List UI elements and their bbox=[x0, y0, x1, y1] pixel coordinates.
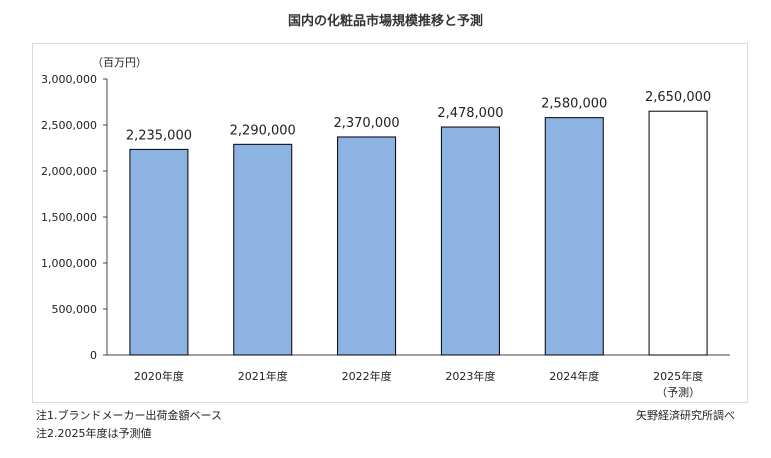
bar bbox=[440, 126, 500, 356]
bar-forecast bbox=[648, 110, 708, 356]
data-label: 2,290,000 bbox=[230, 123, 296, 138]
y-tick-label: 500,000 bbox=[52, 303, 98, 316]
y-tick-label: 1,000,000 bbox=[41, 257, 97, 270]
y-tick-label: 2,500,000 bbox=[41, 119, 97, 132]
footnote-1: 注1.ブランドメーカー出荷金額ベース bbox=[36, 409, 222, 422]
bar bbox=[129, 148, 189, 356]
data-label: 2,370,000 bbox=[333, 116, 399, 131]
data-label: 2,650,000 bbox=[645, 90, 711, 105]
x-tick-label: 2023年度 bbox=[445, 369, 495, 383]
x-tick-label: 2020年度 bbox=[134, 369, 184, 383]
y-tick-label: 0 bbox=[90, 349, 97, 362]
bar bbox=[233, 143, 293, 356]
x-tick-label: 2021年度 bbox=[238, 369, 288, 383]
bar bbox=[337, 136, 397, 356]
x-tick-label: 2025年度 bbox=[653, 369, 703, 383]
y-tick-label: 2,000,000 bbox=[41, 165, 97, 178]
y-axis-unit-label: （百万円） bbox=[92, 56, 147, 69]
bar bbox=[544, 117, 604, 356]
chart-title: 国内の化粧品市場規模推移と予測 bbox=[287, 14, 483, 29]
x-tick-label: 2024年度 bbox=[549, 369, 599, 383]
data-label: 2,580,000 bbox=[541, 97, 607, 112]
footnote-2: 注2.2025年度は予測値 bbox=[36, 427, 152, 440]
y-tick-label: 3,000,000 bbox=[41, 73, 97, 86]
y-tick-label: 1,500,000 bbox=[41, 211, 97, 224]
x-tick-label: 2022年度 bbox=[342, 369, 392, 383]
x-tick-sublabel: （予測） bbox=[656, 385, 700, 399]
source-credit: 矢野経済研究所調べ bbox=[636, 409, 735, 422]
data-label: 2,235,000 bbox=[126, 128, 192, 143]
data-label: 2,478,000 bbox=[437, 106, 503, 121]
chart-frame bbox=[32, 43, 748, 403]
